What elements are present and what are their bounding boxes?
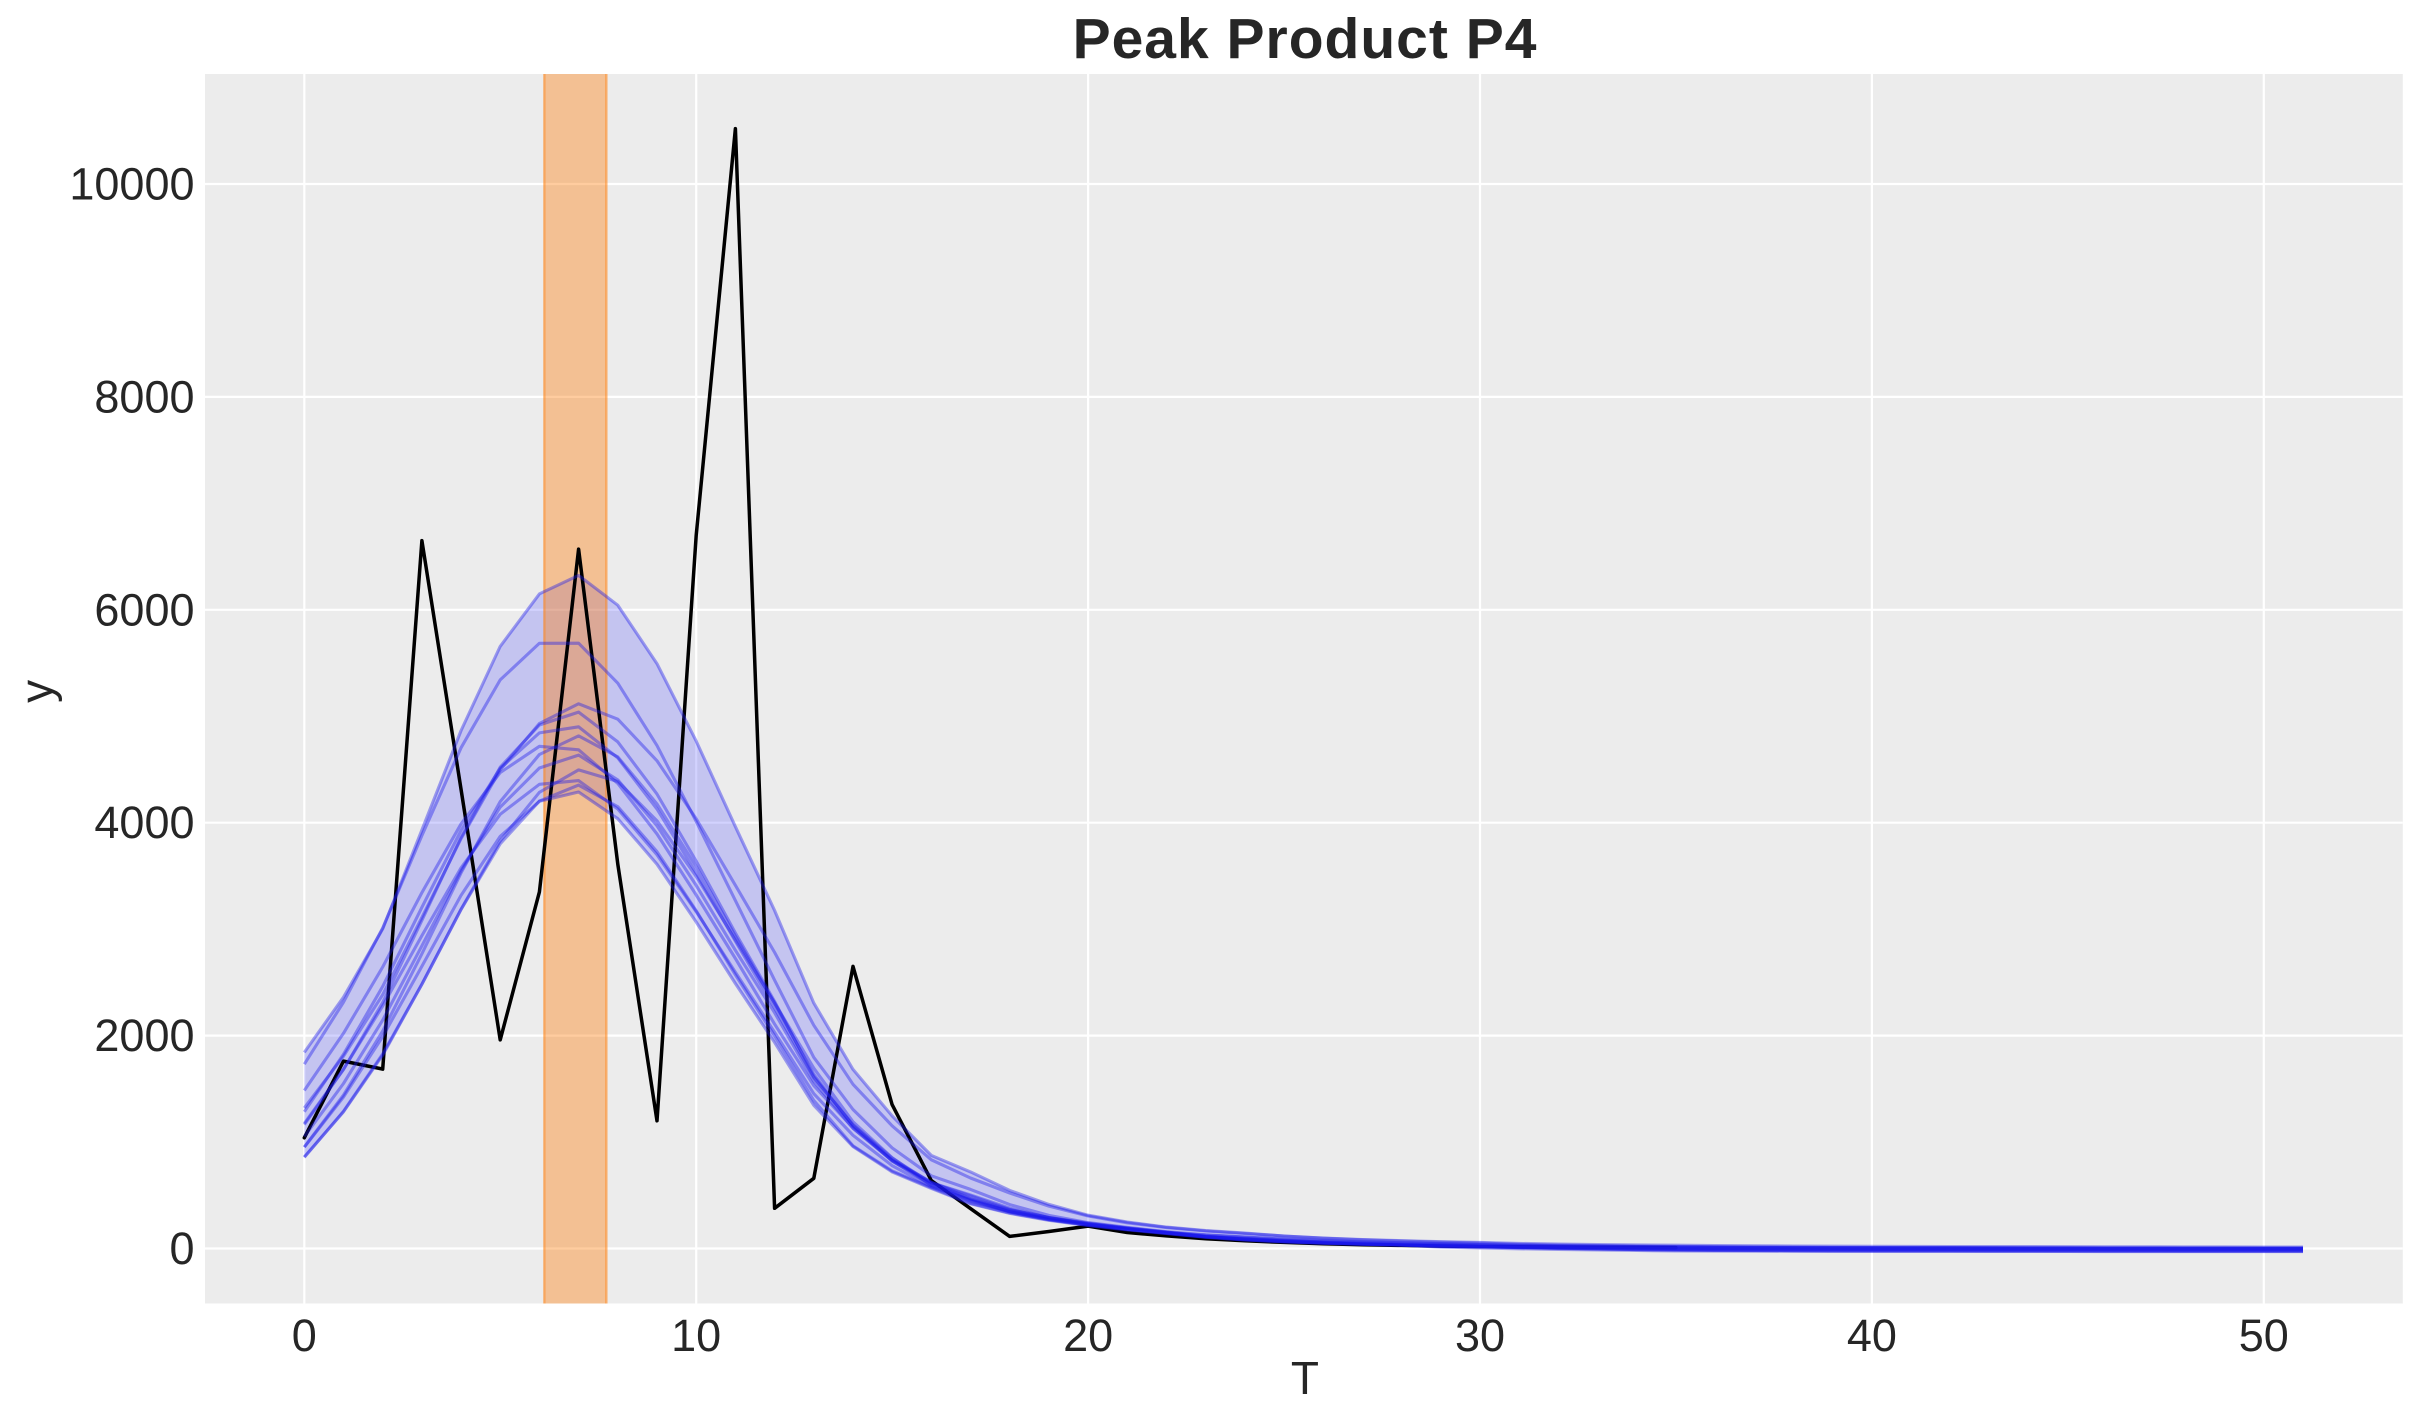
svg-text:y: y [11,680,63,703]
svg-text:Peak Product P4: Peak Product P4 [1073,7,1538,71]
svg-text:8000: 8000 [94,371,194,422]
svg-text:20: 20 [1063,1310,1113,1361]
svg-text:0: 0 [292,1310,317,1361]
svg-text:0: 0 [169,1223,194,1274]
svg-text:30: 30 [1455,1310,1505,1361]
svg-text:50: 50 [2239,1310,2289,1361]
svg-text:6000: 6000 [94,584,194,635]
svg-text:40: 40 [1847,1310,1897,1361]
svg-text:2000: 2000 [94,1010,194,1061]
svg-text:10000: 10000 [69,159,194,210]
svg-text:4000: 4000 [94,797,194,848]
svg-text:T: T [1291,1352,1319,1404]
svg-text:10: 10 [671,1310,721,1361]
